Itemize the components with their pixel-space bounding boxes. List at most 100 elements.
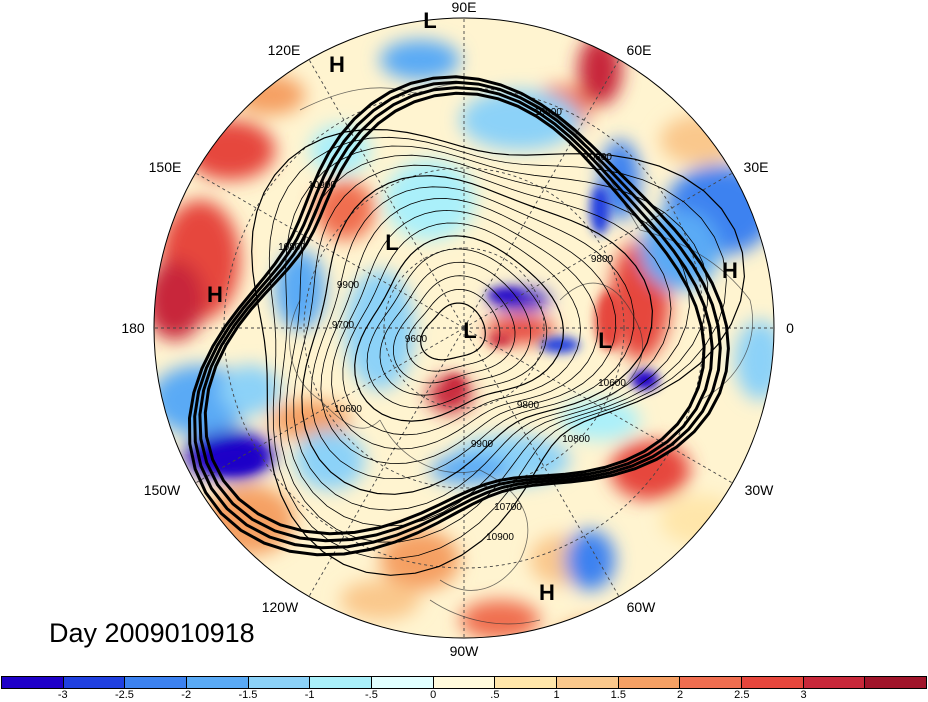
anomaly-blob xyxy=(340,580,420,620)
contour-labels: 10900 10800 10900 10800 9900 9700 9600 10600 106… xyxy=(278,107,626,543)
height-contour xyxy=(320,198,617,465)
height-contour xyxy=(251,128,746,576)
contour-label: 9900 xyxy=(471,439,494,450)
contour-label: 10600 xyxy=(598,378,626,389)
anomaly-blob xyxy=(578,35,622,105)
colorbar-tick-labels: -3 -2.5 -2 -1.5 -1 -.5 0 .5 1 1.5 2 2.5 3 xyxy=(0,689,928,702)
anomaly-blob xyxy=(595,290,625,350)
meridian-line xyxy=(308,327,465,597)
jet-contour xyxy=(187,75,730,557)
pressure-center-label: L xyxy=(423,8,436,33)
lon-label-60e: 60E xyxy=(627,42,652,58)
jet-contour xyxy=(193,80,722,550)
colorbar-swatch xyxy=(495,677,558,688)
meridian-line xyxy=(463,172,733,329)
lon-label-180: 180 xyxy=(121,320,145,336)
lon-label-90w: 90W xyxy=(450,643,480,659)
colorbar-swatch xyxy=(63,677,126,688)
anomaly-blob xyxy=(540,337,580,353)
colorbar-swatch xyxy=(680,677,743,688)
lon-label-30e: 30E xyxy=(744,159,769,175)
colorbar-swatch xyxy=(248,677,311,688)
anomaly-blob xyxy=(487,289,523,301)
height-contour xyxy=(420,302,486,361)
anomaly-blob xyxy=(610,440,690,500)
colorbar-swatch xyxy=(372,677,434,688)
lon-label-0: 0 xyxy=(786,320,794,336)
anomaly-blob xyxy=(380,40,460,80)
contour-label: 10900 xyxy=(534,107,562,118)
anomaly-blob xyxy=(560,400,640,440)
colorbar-swatch xyxy=(803,677,866,688)
colorbar-tick-label: 1.5 xyxy=(610,689,626,701)
anomaly-blob xyxy=(631,370,659,390)
map-title: Day 2009010918 xyxy=(49,618,255,648)
colorbar-tick-label: -1 xyxy=(304,689,315,701)
contour-label: 10800 xyxy=(562,434,590,445)
colorbar-swatch xyxy=(742,677,804,688)
anomaly-blob xyxy=(660,495,740,545)
colorbar-tick-label: 1 xyxy=(553,689,560,701)
pressure-center-label: L xyxy=(463,318,476,343)
coastline xyxy=(559,282,643,401)
colorbar-tick-label: -2 xyxy=(181,689,192,701)
colorbar-tick-label: 3 xyxy=(800,689,807,701)
colorbar-tick-label: -2.5 xyxy=(114,689,134,701)
pressure-center-label: L xyxy=(598,328,611,353)
pressure-center-label: L xyxy=(385,230,398,255)
lon-label-120w: 120W xyxy=(262,599,299,615)
height-contour xyxy=(393,275,516,384)
anomaly-blob xyxy=(235,75,305,115)
meridian-line xyxy=(463,327,620,597)
colorbar-swatch xyxy=(557,677,619,688)
lon-label-120e: 120E xyxy=(268,42,301,58)
height-contour xyxy=(293,164,672,511)
lon-label-150e: 150E xyxy=(149,159,182,175)
pressure-center-label: H xyxy=(539,580,555,605)
meridian-line xyxy=(463,59,620,329)
height-contour xyxy=(366,248,548,409)
jet-contour xyxy=(203,91,706,536)
meridian-line xyxy=(195,172,465,329)
colorbar-swatch xyxy=(187,677,249,688)
colorbar xyxy=(1,676,927,689)
anomaly-blob xyxy=(565,530,615,590)
longitude-labels: 90E 60E 120E 30E 150E 0 180 30W 150W 60W… xyxy=(121,0,794,659)
latitude-circle xyxy=(303,167,625,489)
anomaly-blob xyxy=(295,430,365,490)
anomaly-blob xyxy=(460,90,580,150)
lon-label-150w: 150W xyxy=(144,482,181,498)
contour-label: 9600 xyxy=(405,334,428,345)
anomaly-blob xyxy=(154,260,205,340)
colorbar-swatch xyxy=(125,677,188,688)
colorbar-tick-label: .5 xyxy=(490,689,500,701)
colorbar-swatch xyxy=(618,677,681,688)
contour-label: 9700 xyxy=(332,320,355,331)
meridian-line xyxy=(308,59,465,329)
coastline xyxy=(289,299,381,429)
contour-label: 10800 xyxy=(584,152,612,163)
contour-label: 10800 xyxy=(278,242,306,253)
height-contour xyxy=(331,209,599,450)
anomaly-blob xyxy=(185,120,275,180)
contour-label: 9900 xyxy=(337,280,360,291)
anomaly-blob xyxy=(220,365,280,415)
anomaly-blob xyxy=(660,115,740,165)
pressure-center-label: H xyxy=(722,258,738,283)
colorbar-swatch xyxy=(2,677,64,688)
height-contour xyxy=(268,136,727,560)
colorbar-tick-label: 2 xyxy=(677,689,684,701)
anomaly-blob xyxy=(555,620,645,638)
height-contour xyxy=(354,235,565,422)
contour-label: 9800 xyxy=(517,400,540,411)
height-contour xyxy=(285,154,690,527)
coastline xyxy=(379,419,529,591)
colorbar-tick-label: -3 xyxy=(57,689,68,701)
contour-label: 10600 xyxy=(334,404,362,415)
colorbar-swatch xyxy=(433,677,496,688)
jet-contour xyxy=(198,86,714,543)
anomaly-blob xyxy=(345,270,415,390)
meridian-line xyxy=(463,327,733,484)
height-contour xyxy=(406,288,501,372)
anomaly-blob xyxy=(460,600,540,638)
